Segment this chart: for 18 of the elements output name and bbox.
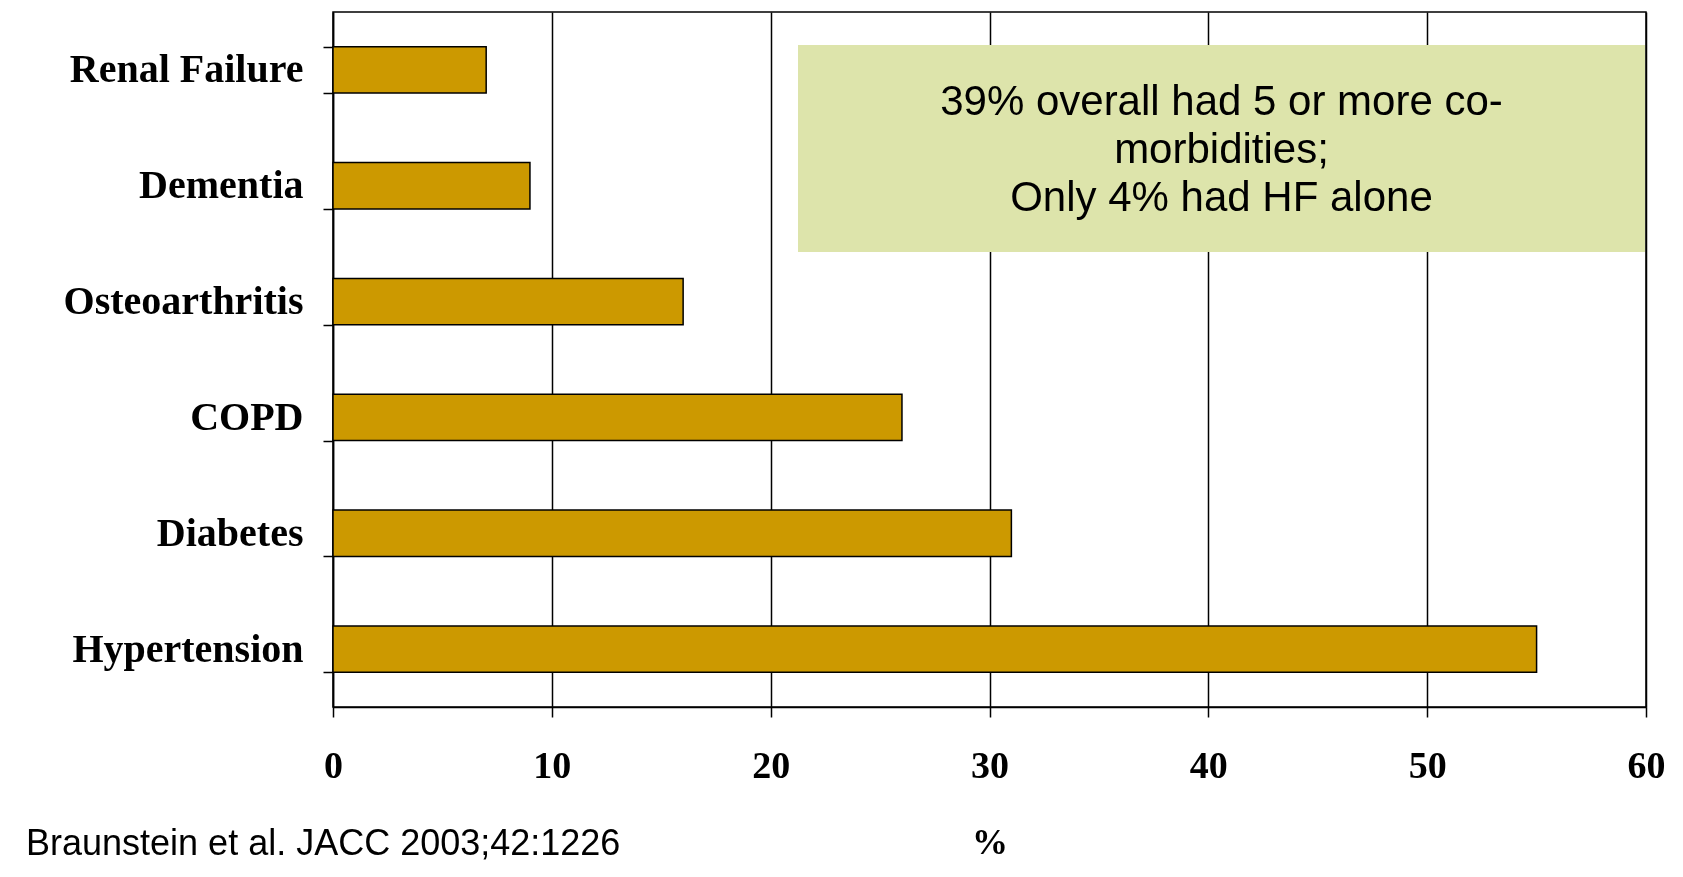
- y-tick-label: Hypertension: [72, 625, 304, 671]
- y-tick-label: Diabetes: [156, 509, 304, 555]
- x-tick-label: 40: [1189, 743, 1228, 786]
- annotation: Only 4% had HF alone: [1009, 172, 1434, 221]
- y-tick-label: Renal Failure: [69, 46, 304, 92]
- x-tick-label: 20: [752, 743, 791, 786]
- annotation: 39% overall had 5 or more co-morbidities;: [939, 76, 1504, 173]
- text: Braunstein et al. JACC 2003;42:1226: [26, 822, 621, 864]
- y-tick-label: COPD: [190, 393, 304, 439]
- x-tick-label: 10: [533, 743, 572, 786]
- x-axis-title: %: [972, 821, 1008, 862]
- y-tick-label: Dementia: [139, 162, 304, 208]
- note-box: 39% overall had 5 or more co-morbidities; Only 4% had HF alone: [798, 45, 1645, 252]
- y-tick-label: Osteoarthritis: [63, 278, 304, 324]
- x-tick-label: 0: [324, 743, 343, 786]
- x-tick-label: 60: [1627, 743, 1666, 786]
- x-tick-label: 30: [971, 743, 1009, 786]
- x-tick-label: 50: [1408, 743, 1447, 786]
